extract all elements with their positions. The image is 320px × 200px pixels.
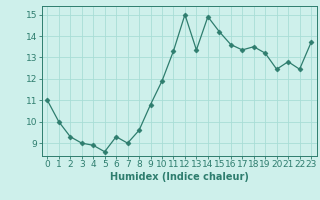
X-axis label: Humidex (Indice chaleur): Humidex (Indice chaleur) xyxy=(110,172,249,182)
